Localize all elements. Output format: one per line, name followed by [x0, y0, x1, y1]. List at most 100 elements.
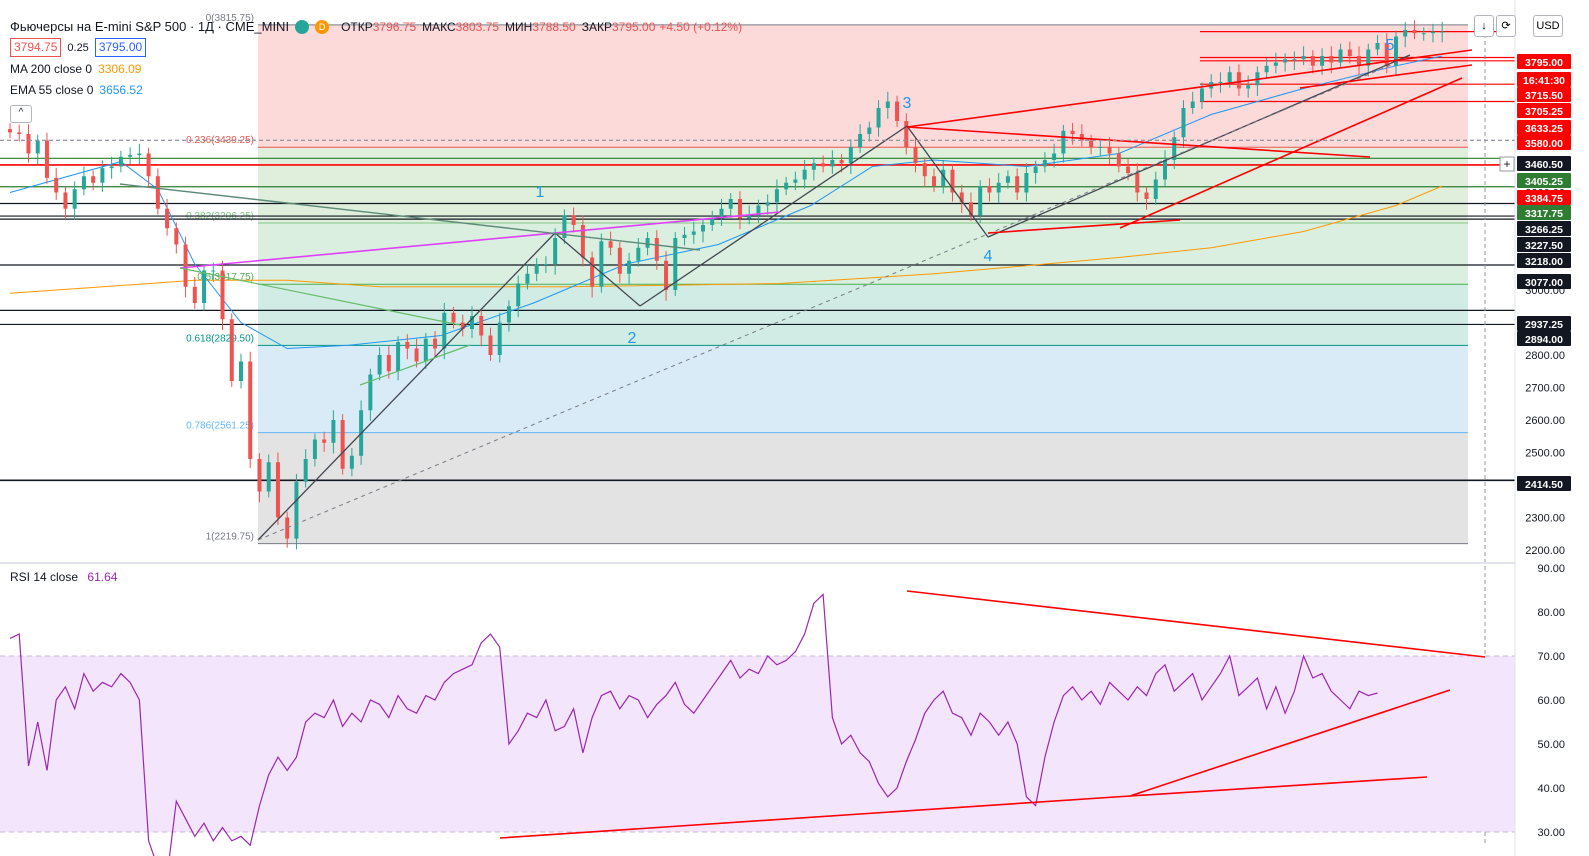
candle-body — [839, 160, 844, 164]
candle-body — [1116, 153, 1121, 167]
candle-body — [867, 127, 872, 134]
bid-price[interactable]: 3794.75 — [10, 38, 62, 57]
candle-body — [1273, 62, 1278, 66]
price-label-badge — [1517, 274, 1571, 289]
price-axis-tick: 2800.00 — [1525, 350, 1565, 362]
symbol-title[interactable]: Фьючерсы на E-mini S&P 500 · 1Д · CME_MI… — [10, 19, 290, 34]
candle-body — [959, 192, 964, 203]
candle-body — [1005, 176, 1010, 183]
candle-body — [1384, 43, 1389, 66]
scroll-to-latest-button[interactable]: ↓ — [1474, 15, 1494, 37]
price-label-text: 3715.50 — [1525, 90, 1563, 102]
rsi-trend-line — [906, 590, 1486, 658]
refresh-button[interactable]: ⟳ — [1496, 15, 1516, 37]
candle-body — [617, 247, 622, 274]
rsi-axis-tick: 50.00 — [1537, 739, 1565, 751]
candle-body — [811, 163, 816, 170]
candle-body — [525, 273, 530, 284]
rsi-legend-label[interactable]: RSI 14 close — [10, 570, 79, 584]
trend-line-green — [359, 344, 471, 386]
rsi-pane[interactable] — [0, 590, 1515, 856]
candle-body — [802, 169, 807, 180]
candle-body — [756, 205, 761, 216]
candle-body — [17, 132, 22, 134]
rsi-axis-tick: 80.00 — [1537, 607, 1565, 619]
candle-body — [950, 169, 955, 193]
candle-body — [1301, 56, 1306, 60]
price-label-badge — [1517, 316, 1571, 331]
candle-body — [8, 129, 12, 133]
price-axis-tick: 2500.00 — [1525, 448, 1565, 460]
fib-zone — [258, 222, 1468, 285]
price-label-text: 2937.25 — [1525, 319, 1563, 331]
price-label-badge — [1517, 156, 1571, 171]
candle-body — [165, 208, 170, 229]
candle-body — [1227, 72, 1232, 82]
candle-body — [1412, 30, 1417, 34]
ma-legend-label[interactable]: MA 200 close 0 — [10, 61, 93, 76]
candle-body — [331, 420, 336, 443]
candle-body — [1089, 140, 1094, 147]
candle-body — [220, 270, 225, 320]
candle-body — [396, 342, 401, 372]
currency-button[interactable]: USD — [1533, 15, 1563, 37]
candle-body — [1126, 166, 1131, 173]
candle-body — [118, 156, 123, 167]
candle-body — [599, 241, 604, 287]
price-axis[interactable]: 2200.002300.002400.002500.002600.002700.… — [1499, 0, 1589, 856]
candle-body — [1153, 179, 1158, 199]
price-label-badge — [1517, 72, 1571, 87]
candle-body — [137, 153, 142, 156]
candle-body — [1236, 72, 1241, 89]
candle-body — [941, 169, 946, 186]
candle-body — [63, 192, 68, 209]
collapse-legend-button[interactable]: ^ — [10, 104, 32, 123]
price-axis-tick: 2600.00 — [1525, 415, 1565, 427]
candle-body — [1070, 130, 1075, 134]
close-value: 3795.00 — [611, 19, 656, 34]
fib-zone — [258, 432, 1468, 544]
price-label-text: 3460.50 — [1525, 159, 1563, 171]
candle-body — [1246, 85, 1251, 89]
ema-legend-label[interactable]: EMA 55 close 0 — [10, 82, 94, 97]
rsi-axis-tick: 30.00 — [1537, 827, 1565, 839]
candle-body — [433, 338, 438, 349]
candle-body — [728, 199, 733, 209]
candle-body — [774, 189, 779, 203]
price-label-text: 3633.25 — [1525, 123, 1563, 135]
price-label-badge — [1517, 331, 1571, 346]
rsi-band — [0, 656, 1515, 832]
ask-price[interactable]: 3795.00 — [94, 38, 147, 57]
candle-body — [1172, 137, 1177, 160]
candle-body — [405, 342, 410, 349]
rsi-axis-tick: 70.00 — [1537, 651, 1565, 663]
candle-body — [1190, 101, 1195, 108]
fib-level-label: 0.618(2829.50) — [186, 333, 254, 344]
candle-body — [1015, 176, 1020, 193]
candle-body — [460, 322, 465, 329]
price-label-text: 2894.00 — [1525, 334, 1563, 346]
price-label-badge — [1517, 476, 1571, 491]
rsi-line — [9, 593, 1378, 856]
candle-body — [1430, 31, 1435, 34]
fib-level-label: 0.786(2561.25) — [186, 421, 254, 432]
candle-body — [1283, 59, 1288, 63]
rsi-trend-line — [1129, 776, 1428, 797]
candle-body — [1135, 173, 1140, 193]
candle-body — [580, 225, 585, 258]
price-label-badge — [1517, 120, 1571, 135]
candle-body — [128, 155, 133, 157]
candle-body — [562, 215, 567, 238]
price-label-text: 3317.75 — [1525, 208, 1563, 220]
change-value: +4.50 (+0.12%) — [659, 19, 743, 34]
candle-body — [1181, 108, 1186, 138]
add-alert-button[interactable] — [1499, 156, 1515, 172]
price-label-text: 2414.50 — [1525, 479, 1563, 491]
candle-body — [239, 361, 243, 381]
candle-body — [1394, 36, 1398, 66]
candle-body — [608, 241, 613, 248]
price-label-text: 3405.25 — [1525, 176, 1563, 188]
ma-legend-value: 3306.09 — [98, 61, 142, 76]
candle-body — [719, 208, 724, 219]
